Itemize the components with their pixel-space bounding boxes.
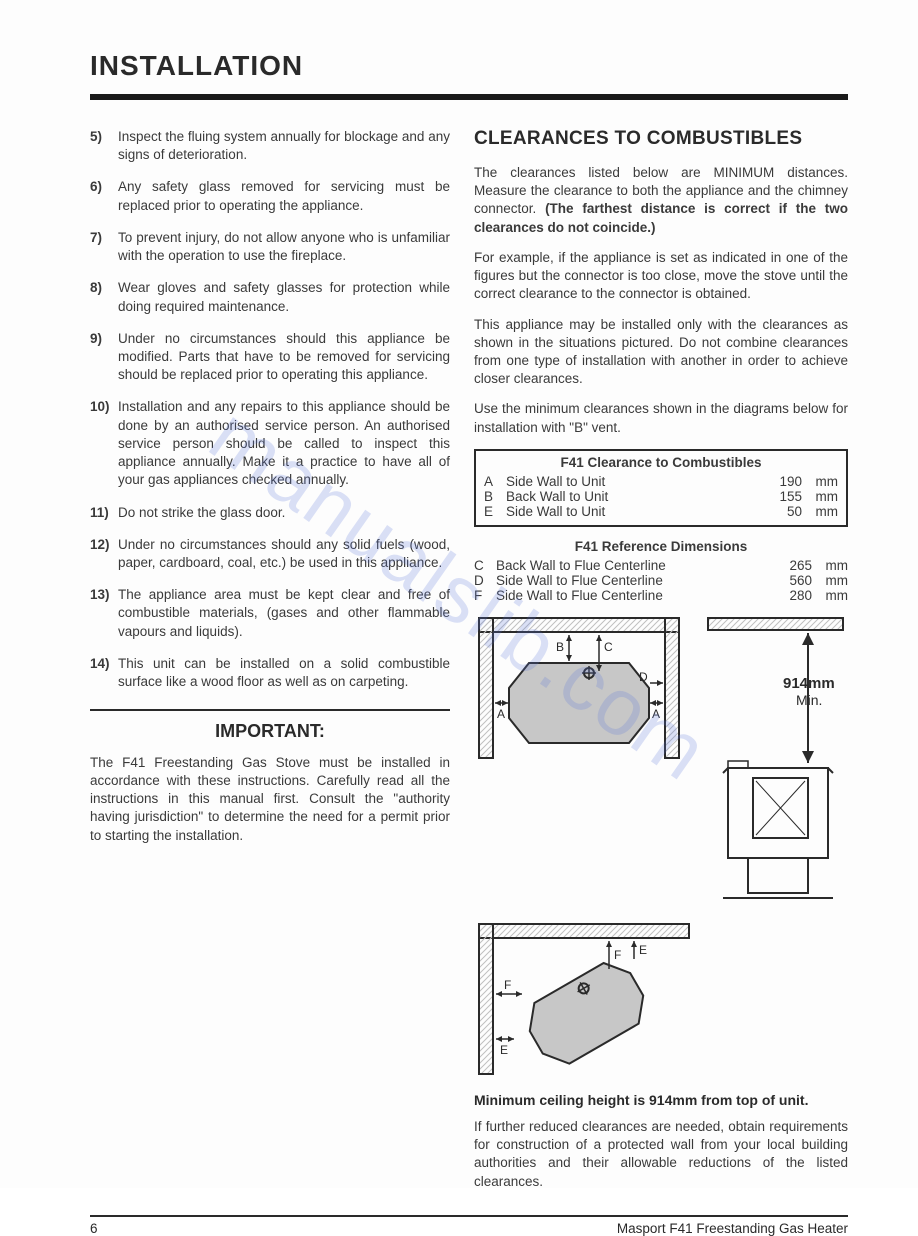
ref-unit: mm: [812, 573, 848, 588]
ref-unit: mm: [812, 588, 848, 603]
reference-dimensions-block: CBack Wall to Flue Centerline265mmDSide …: [474, 558, 848, 603]
list-item: 9)Under no circumstances should this app…: [90, 330, 450, 385]
list-item: 11)Do not strike the glass door.: [90, 504, 450, 522]
list-text: The appliance area must be kept clear an…: [118, 586, 450, 641]
ref-label: Side Wall to Flue Centerline: [496, 588, 752, 603]
ref-value: 560: [752, 573, 812, 588]
min-ceiling-sub: Min.: [796, 692, 822, 708]
ct-value: 50: [742, 504, 802, 519]
list-text: Inspect the fluing system annually for b…: [118, 128, 450, 164]
two-column-layout: 5)Inspect the fluing system annually for…: [90, 128, 848, 1203]
table-row: ESide Wall to Unit50mm: [484, 504, 838, 519]
svg-text:E: E: [500, 1043, 508, 1057]
paragraph-r1: The clearances listed below are MINIMUM …: [474, 164, 848, 237]
list-number: 14): [90, 655, 118, 691]
list-number: 12): [90, 536, 118, 572]
list-number: 7): [90, 229, 118, 265]
svg-text:F: F: [614, 948, 621, 962]
heading-rule: [90, 94, 848, 100]
paragraph-r4: Use the minimum clearances shown in the …: [474, 400, 848, 436]
ref-value: 280: [752, 588, 812, 603]
svg-text:E: E: [639, 943, 647, 957]
footer-rule: [90, 1215, 848, 1217]
list-text: This unit can be installed on a solid co…: [118, 655, 450, 691]
min-ceiling-caption: Minimum ceiling height is 914mm from top…: [474, 1092, 848, 1108]
ct-label: Side Wall to Unit: [506, 474, 742, 489]
svg-text:F: F: [504, 978, 511, 992]
ct-value: 190: [742, 474, 802, 489]
table-row: FSide Wall to Flue Centerline280mm: [474, 588, 848, 603]
footer: 6 Masport F41 Freestanding Gas Heater: [90, 1221, 848, 1236]
clearance-table-title: F41 Clearance to Combustibles: [484, 455, 838, 470]
page: manualslib.com INSTALLATION 5)Inspect th…: [0, 0, 918, 1188]
page-title: INSTALLATION: [90, 50, 848, 82]
list-number: 9): [90, 330, 118, 385]
table-row: CBack Wall to Flue Centerline265mm: [474, 558, 848, 573]
list-number: 8): [90, 279, 118, 315]
clearance-table: F41 Clearance to Combustibles ASide Wall…: [474, 449, 848, 527]
important-paragraph: The F41 Freestanding Gas Stove must be i…: [90, 754, 450, 845]
list-text: Installation and any repairs to this app…: [118, 398, 450, 489]
list-number: 6): [90, 178, 118, 214]
list-item: 12)Under no circumstances should any sol…: [90, 536, 450, 572]
ct-label: Back Wall to Unit: [506, 489, 742, 504]
list-item: 5)Inspect the fluing system annually for…: [90, 128, 450, 164]
list-number: 5): [90, 128, 118, 164]
ct-code: A: [484, 474, 506, 489]
list-text: Under no circumstances should any solid …: [118, 536, 450, 572]
right-column: CLEARANCES TO COMBUSTIBLES The clearance…: [474, 128, 848, 1203]
list-text: Any safety glass removed for servicing m…: [118, 178, 450, 214]
list-item: 13)The appliance area must be kept clear…: [90, 586, 450, 641]
svg-text:C: C: [604, 640, 613, 654]
list-text: To prevent injury, do not allow anyone w…: [118, 229, 450, 265]
paragraph-r3: This appliance may be installed only wit…: [474, 316, 848, 389]
left-column: 5)Inspect the fluing system annually for…: [90, 128, 450, 1203]
list-item: 7)To prevent injury, do not allow anyone…: [90, 229, 450, 265]
list-number: 13): [90, 586, 118, 641]
important-heading: IMPORTANT:: [90, 721, 450, 742]
paragraph-r5: If further reduced clearances are needed…: [474, 1118, 848, 1191]
diagram-alcove-plan: B C A A: [474, 613, 684, 763]
list-item: 10)Installation and any repairs to this …: [90, 398, 450, 489]
reference-dimensions-title: F41 Reference Dimensions: [474, 539, 848, 554]
list-item: 8)Wear gloves and safety glasses for pro…: [90, 279, 450, 315]
list-item: 6)Any safety glass removed for servicing…: [90, 178, 450, 214]
paragraph-r2: For example, if the appliance is set as …: [474, 249, 848, 304]
ref-value: 265: [752, 558, 812, 573]
ct-code: E: [484, 504, 506, 519]
diagram-corner-plan: F F E E: [474, 919, 694, 1079]
list-number: 11): [90, 504, 118, 522]
ct-label: Side Wall to Unit: [506, 504, 742, 519]
ref-code: D: [474, 573, 496, 588]
ref-label: Back Wall to Flue Centerline: [496, 558, 752, 573]
footer-title: Masport F41 Freestanding Gas Heater: [617, 1221, 848, 1236]
ct-value: 155: [742, 489, 802, 504]
list-number: 10): [90, 398, 118, 489]
ref-label: Side Wall to Flue Centerline: [496, 573, 752, 588]
svg-text:A: A: [652, 707, 660, 721]
ct-unit: mm: [802, 489, 838, 504]
ct-unit: mm: [802, 474, 838, 489]
list-item: 14)This unit can be installed on a solid…: [90, 655, 450, 691]
ref-unit: mm: [812, 558, 848, 573]
ref-code: F: [474, 588, 496, 603]
list-text: Under no circumstances should this appli…: [118, 330, 450, 385]
important-rule: [90, 709, 450, 711]
svg-text:B: B: [556, 640, 564, 654]
footer-page-number: 6: [90, 1221, 98, 1236]
ct-unit: mm: [802, 504, 838, 519]
table-row: DSide Wall to Flue Centerline560mm: [474, 573, 848, 588]
table-row: BBack Wall to Unit155mm: [484, 489, 838, 504]
ref-code: C: [474, 558, 496, 573]
min-ceiling-value: 914mm: [783, 675, 835, 692]
list-text: Wear gloves and safety glasses for prote…: [118, 279, 450, 315]
ct-code: B: [484, 489, 506, 504]
list-text: Do not strike the glass door.: [118, 504, 450, 522]
diagram-side-elevation: 914mm Min.: [698, 613, 848, 913]
svg-text:A: A: [497, 707, 505, 721]
clearance-diagrams: B C A A: [474, 613, 848, 913]
svg-text:D: D: [639, 670, 648, 684]
clearances-heading: CLEARANCES TO COMBUSTIBLES: [474, 128, 848, 150]
table-row: ASide Wall to Unit190mm: [484, 474, 838, 489]
